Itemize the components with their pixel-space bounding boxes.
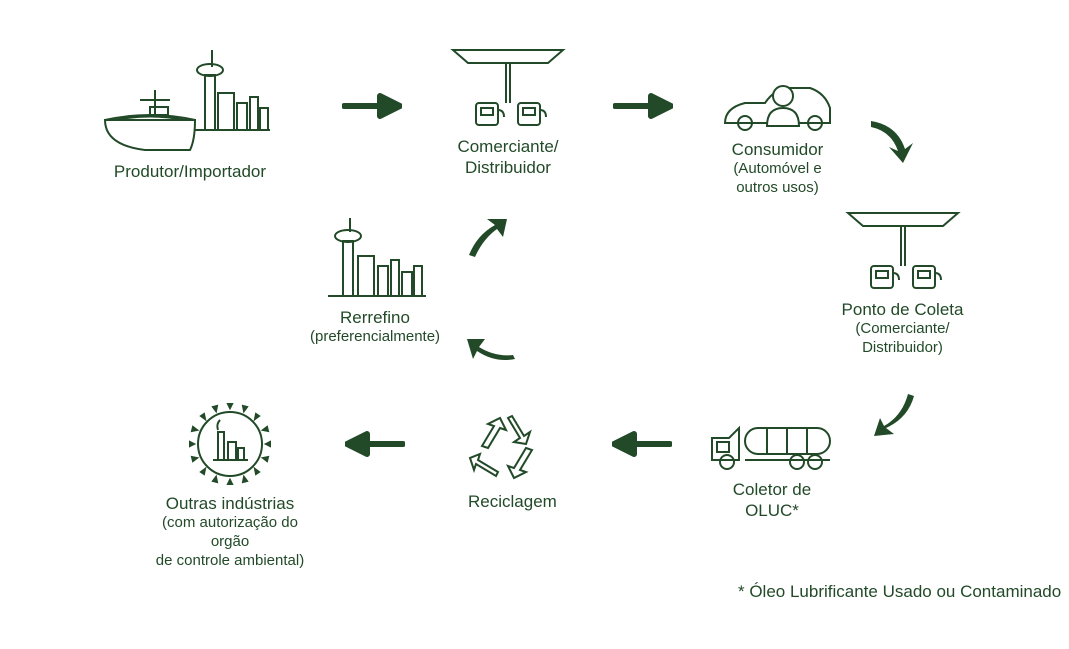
gas-station-icon bbox=[840, 208, 965, 293]
node-ponto-coleta: Ponto de Coleta (Comerciante/Distribuido… bbox=[840, 208, 965, 358]
node-subtitle: (preferencialmente) bbox=[310, 328, 440, 347]
node-title: Rerrefino bbox=[310, 307, 440, 328]
arrow-consumidor-pontocoleta bbox=[865, 115, 915, 170]
node-consumidor: Consumidor (Automóvel eoutros usos) bbox=[715, 78, 840, 198]
footnote: * Óleo Lubrificante Usado ou Contaminado bbox=[738, 582, 1061, 602]
node-subtitle: (Comerciante/Distribuidor) bbox=[840, 320, 965, 358]
node-rerrefino: Rerrefino (preferencialmente) bbox=[310, 216, 440, 347]
node-subtitle: (com autorização do orgãode controle amb… bbox=[150, 514, 310, 570]
factory-ship-icon bbox=[100, 45, 280, 155]
node-coletor: Coletor de OLUC* bbox=[707, 418, 837, 522]
node-title: Ponto de Coleta bbox=[840, 299, 965, 320]
node-title: Comerciante/Distribuidor bbox=[448, 136, 568, 179]
arrow-rerrefino-comerciante bbox=[465, 215, 510, 265]
arrow-reciclagem-outras bbox=[345, 430, 405, 463]
arrow-coletor-reciclagem bbox=[612, 430, 672, 463]
node-title: Produtor/Importador bbox=[100, 161, 280, 182]
node-reciclagem: Reciclagem bbox=[468, 410, 548, 512]
node-outras: Outras indústrias (com autorização do or… bbox=[150, 402, 310, 571]
node-produtor: Produtor/Importador bbox=[100, 45, 280, 182]
node-title: Coletor de OLUC* bbox=[707, 479, 837, 522]
arrow-produtor-comerciante bbox=[342, 92, 402, 125]
node-title: Reciclagem bbox=[468, 491, 548, 512]
arrow-comerciante-consumidor bbox=[613, 92, 673, 125]
tanker-truck-icon bbox=[707, 418, 837, 473]
gear-factory-icon bbox=[150, 402, 310, 487]
arrow-reciclagem-rerrefino bbox=[465, 325, 517, 370]
arrow-pontocoleta-coletor bbox=[870, 390, 920, 445]
car-person-icon bbox=[715, 78, 840, 133]
node-subtitle: (Automóvel eoutros usos) bbox=[715, 160, 840, 198]
recycle-icon bbox=[468, 410, 548, 485]
refinery-icon bbox=[310, 216, 440, 301]
node-title: Outras indústrias bbox=[150, 493, 310, 514]
gas-station-icon bbox=[448, 45, 568, 130]
node-comerciante: Comerciante/Distribuidor bbox=[448, 45, 568, 179]
node-title: Consumidor bbox=[715, 139, 840, 160]
